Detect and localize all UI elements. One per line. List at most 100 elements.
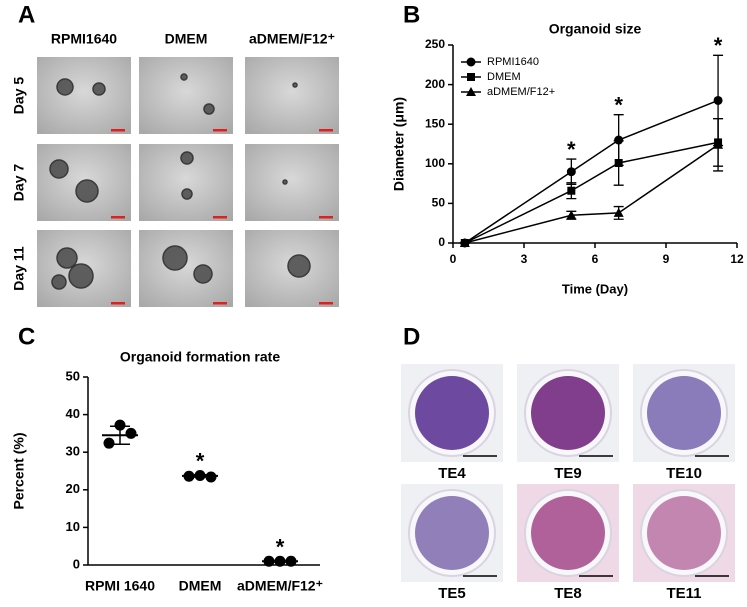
significance-mark: * <box>276 534 285 559</box>
legend-marker <box>466 87 476 96</box>
marker <box>566 210 577 220</box>
micrograph <box>245 57 339 134</box>
marker <box>713 139 724 149</box>
organoid <box>203 103 215 115</box>
marker <box>613 207 624 217</box>
panel-label: D <box>403 323 420 350</box>
legend-label: DMEM <box>487 71 521 83</box>
organoid <box>647 496 721 570</box>
organoid <box>180 151 194 165</box>
organoid <box>92 82 106 96</box>
y-axis-label: Percent (%) <box>11 432 27 509</box>
organoid <box>180 73 188 81</box>
scale-bar <box>319 129 333 132</box>
scale-bar <box>319 216 333 219</box>
data-point <box>125 427 137 439</box>
x-tick-label: 3 <box>521 252 528 266</box>
y-tick-label: 0 <box>73 556 80 571</box>
scale-bar <box>111 129 125 132</box>
row-label: Day 5 <box>11 77 27 115</box>
organoid <box>415 496 489 570</box>
column-header: DMEM <box>165 31 208 47</box>
x-tick-label: 6 <box>592 252 599 266</box>
scale-bar <box>213 129 227 132</box>
organoid <box>531 376 605 450</box>
y-tick-label: 20 <box>66 481 80 496</box>
y-tick-label: 50 <box>66 368 80 383</box>
chart-title: Organoid formation rate <box>120 349 280 365</box>
series-line <box>464 99 719 244</box>
chart-title: Organoid size <box>549 21 642 37</box>
scale-bar <box>319 302 333 305</box>
y-tick-label: 30 <box>66 444 80 459</box>
y-tick-label: 50 <box>432 196 446 210</box>
row-label: Day 7 <box>11 164 27 202</box>
image-label: TE4 <box>438 465 466 482</box>
y-tick-label: 100 <box>425 156 445 170</box>
panel-label: A <box>18 1 35 28</box>
significance-mark: * <box>567 137 576 162</box>
marker <box>566 167 576 177</box>
row-label: Day 11 <box>11 246 27 291</box>
scale-bar <box>213 302 227 305</box>
significance-mark: * <box>714 33 723 58</box>
data-point <box>205 471 217 483</box>
marker <box>713 95 723 105</box>
marker <box>567 186 576 195</box>
y-tick-label: 0 <box>438 235 445 249</box>
scale-bar <box>111 216 125 219</box>
image-label: TE11 <box>666 585 701 602</box>
y-axis-label: Diameter (μm) <box>391 97 407 191</box>
image-label: TE5 <box>438 585 466 602</box>
x-tick-label: aDMEM/F12⁺ <box>237 578 323 594</box>
legend-label: aDMEM/F12+ <box>487 86 555 98</box>
data-point <box>114 419 126 431</box>
data-point <box>183 470 195 482</box>
legend-marker <box>466 57 476 67</box>
scale-bar <box>213 216 227 219</box>
x-axis-label: Time (Day) <box>562 281 628 296</box>
organoid <box>51 274 67 290</box>
panel-label: B <box>403 1 420 28</box>
image-label: TE8 <box>554 585 582 602</box>
x-tick-label: 0 <box>450 252 457 266</box>
organoid <box>193 264 213 284</box>
micrograph <box>139 57 233 134</box>
y-tick-label: 150 <box>425 116 445 130</box>
marker <box>614 159 623 168</box>
y-tick-label: 200 <box>425 77 445 91</box>
legend-label: RPMI1640 <box>487 56 539 68</box>
marker <box>614 135 624 145</box>
y-tick-label: 10 <box>66 519 80 534</box>
x-tick-label: 9 <box>663 252 670 266</box>
x-tick-label: RPMI 1640 <box>85 578 155 594</box>
organoid <box>531 496 605 570</box>
data-point <box>103 437 115 449</box>
y-tick-label: 250 <box>425 37 445 51</box>
data-point <box>274 555 286 567</box>
organoid <box>181 188 193 200</box>
data-point <box>194 470 206 482</box>
data-point <box>263 555 275 567</box>
micrograph <box>139 230 233 307</box>
x-tick-label: DMEM <box>179 578 222 594</box>
organoid <box>49 159 69 179</box>
organoid <box>162 245 188 271</box>
organoid <box>75 179 99 203</box>
organoid <box>68 263 94 289</box>
significance-mark: * <box>196 449 205 474</box>
organoid <box>415 376 489 450</box>
significance-mark: * <box>614 93 623 118</box>
series-line <box>464 141 719 244</box>
marker <box>459 238 470 247</box>
organoid <box>56 247 78 269</box>
panel-label: C <box>18 323 35 350</box>
organoid <box>56 78 74 96</box>
organoid <box>287 254 311 278</box>
image-label: TE9 <box>554 465 582 482</box>
column-header: RPMI1640 <box>51 31 117 47</box>
legend-marker <box>467 73 475 81</box>
organoid <box>292 82 298 88</box>
organoid <box>647 376 721 450</box>
